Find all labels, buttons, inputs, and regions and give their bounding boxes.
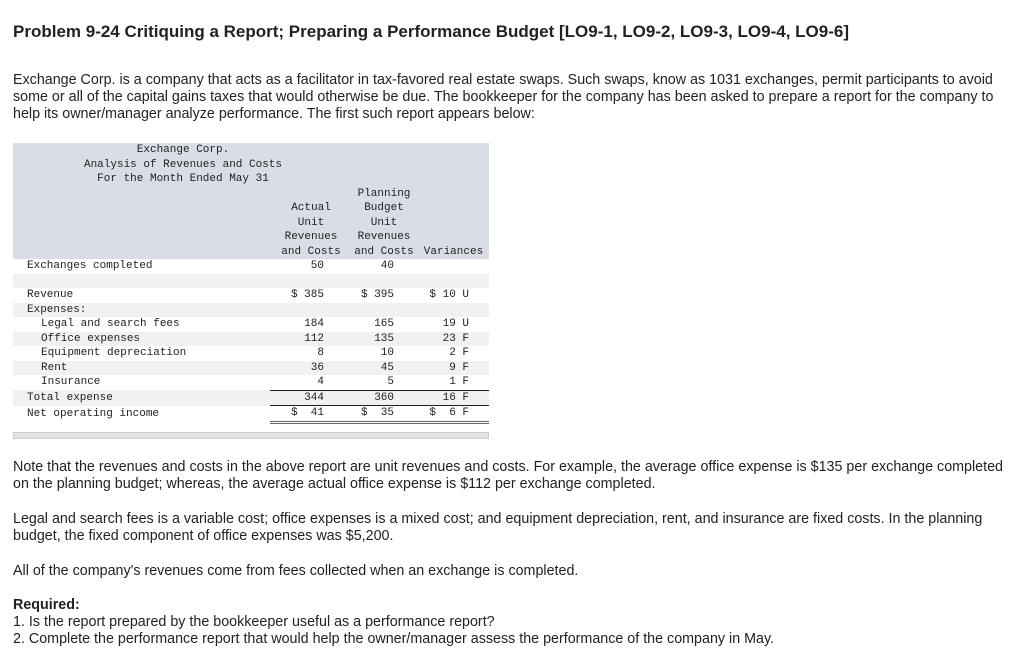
col-planning-header: Planning Budget Unit Revenues and Costs	[354, 187, 414, 258]
actual-value: 4	[317, 376, 324, 388]
col-variance-header: Variances	[423, 245, 484, 258]
planning-value: 135	[374, 332, 394, 345]
note-paragraph-2: Legal and search fees is a variable cost…	[13, 511, 983, 544]
col-actual-header: Actual Unit Revenues and Costs	[281, 202, 341, 258]
row-label: Revenue	[27, 289, 74, 301]
required-label: Required:	[13, 597, 80, 613]
variance-value: 9 F	[449, 361, 469, 374]
planning-value: $ 395	[360, 289, 394, 301]
table-row: Expenses:	[13, 302, 489, 317]
actual-value: 112	[304, 332, 324, 345]
report-header: Exchange Corp. Analysis of Revenues and …	[13, 143, 489, 259]
planning-value: 45	[380, 361, 394, 374]
report-table: Exchange Corp. Analysis of Revenues and …	[13, 143, 489, 439]
requirement-1: 1. Is the report prepared by the bookkee…	[13, 614, 495, 630]
table-footer-bar	[13, 431, 489, 439]
variance-value: 2 F	[449, 347, 469, 359]
note-paragraph-1: Note that the revenues and costs in the …	[13, 459, 1004, 492]
row-label: Equipment depreciation	[41, 347, 187, 359]
planning-value: 360	[346, 389, 420, 406]
variance-value: $ 6 F	[420, 405, 489, 424]
note-paragraph-3: All of the company's revenues come from …	[13, 563, 579, 579]
row-label: Legal and search fees	[41, 318, 180, 330]
planning-value: 5	[387, 376, 394, 388]
row-label: Office expenses	[41, 332, 141, 345]
row-label: Total expense	[27, 391, 113, 404]
table-row: Revenue $ 385 $ 395 $ 10 U	[13, 288, 489, 303]
report-period: For the Month Ended May 31	[97, 173, 269, 185]
table-row: Rent 36 45 9 F	[13, 360, 489, 375]
row-label: Expenses:	[27, 303, 87, 316]
table-row: Total expense 344 360 16 F	[13, 389, 489, 406]
planning-value: $ 35	[346, 405, 420, 424]
actual-value: 36	[310, 361, 324, 374]
row-label: Insurance	[41, 376, 101, 389]
blank-row	[13, 273, 489, 288]
variance-value	[420, 259, 489, 274]
actual-value: $ 41	[270, 405, 346, 424]
row-label: Rent	[41, 361, 68, 374]
planning-value: 10	[380, 347, 394, 359]
problem-title: Problem 9-24 Critiquing a Report; Prepar…	[13, 22, 849, 41]
variance-value: 16 F	[420, 389, 489, 406]
variance-value: $ 10 U	[429, 289, 469, 301]
row-label: Net operating income	[27, 407, 160, 420]
table-row: Exchanges completed 50 40	[13, 259, 489, 274]
requirement-2: 2. Complete the performance report that …	[13, 631, 775, 647]
actual-value: $ 385	[290, 289, 324, 301]
variance-value: 1 F	[449, 376, 469, 388]
table-row: Legal and search fees 184 165 19 U	[13, 317, 489, 332]
table-row: Net operating income $ 41 $ 35 $ 6 F	[13, 405, 489, 424]
actual-value: 344	[270, 389, 346, 406]
actual-value: 184	[304, 318, 324, 330]
report-subtitle: Analysis of Revenues and Costs	[83, 158, 283, 171]
planning-value: 165	[374, 318, 394, 330]
report-company: Exchange Corp.	[136, 144, 230, 156]
row-label: Exchanges completed	[27, 260, 153, 272]
report-body: Exchanges completed 50 40 Revenue $ 385 $ 39…	[13, 259, 489, 424]
table-row: Office expenses 112 135 23 F	[13, 331, 489, 346]
intro-paragraph: Exchange Corp. is a company that acts as…	[13, 72, 994, 122]
table-row: Insurance 4 5 1 F	[13, 375, 489, 390]
variance-value: 23 F	[442, 332, 469, 345]
actual-value: 8	[317, 347, 324, 359]
table-row: Equipment depreciation 8 10 2 F	[13, 346, 489, 361]
actual-value: 50	[310, 260, 324, 272]
planning-value: 40	[380, 260, 394, 272]
variance-value: 19 U	[442, 318, 469, 330]
